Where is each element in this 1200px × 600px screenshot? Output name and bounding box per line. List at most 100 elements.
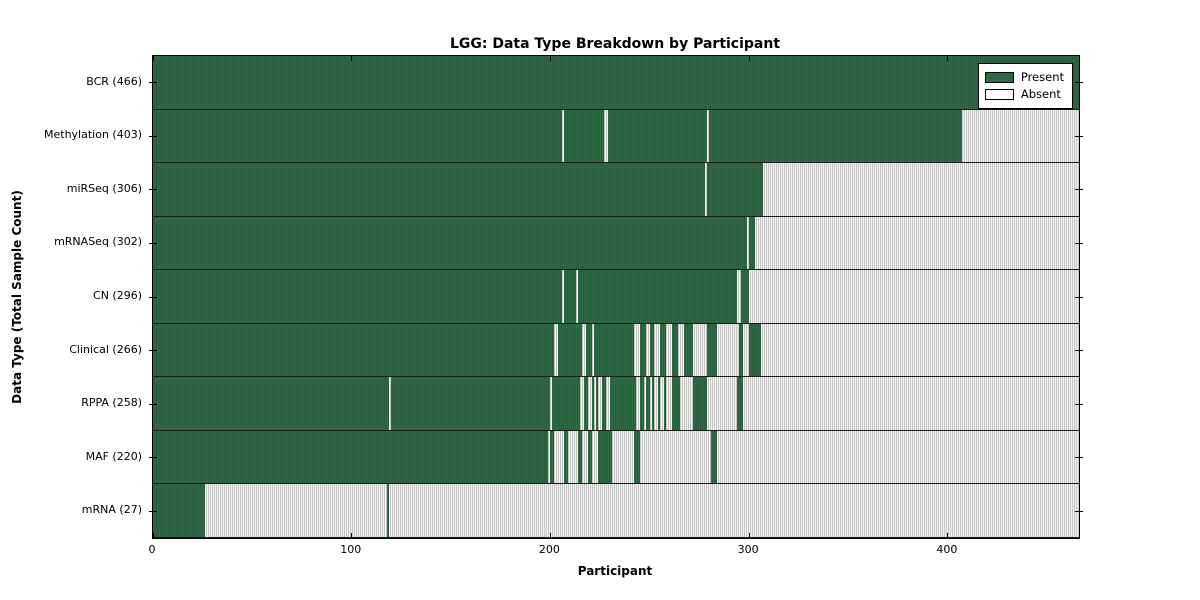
present-segment [153, 109, 563, 163]
row-mRNA [153, 484, 1079, 538]
present-segment [645, 377, 650, 430]
present-segment [711, 430, 718, 484]
present-segment [639, 323, 646, 377]
present-segment [564, 270, 577, 323]
row-CN [153, 270, 1079, 324]
present-segment [584, 377, 589, 430]
y-tick-label-miRSeq: miRSeq (306) [66, 181, 142, 195]
y-tick-mark [1075, 135, 1083, 137]
present-segment [564, 109, 605, 163]
present-segment [659, 323, 666, 377]
present-segment [649, 323, 654, 377]
present-segment [153, 56, 1079, 109]
y-tick-mark [1075, 403, 1083, 405]
y-tick-mark [1075, 82, 1083, 84]
present-segment [578, 430, 583, 484]
y-tick-mark [1075, 510, 1083, 512]
y-tick-mark [149, 242, 157, 244]
chart-title: LGG: Data Type Breakdown by Participant [449, 36, 781, 52]
y-tick-label-MAF: MAF (220) [85, 449, 142, 463]
present-segment [671, 323, 678, 377]
x-tick-mark [351, 56, 353, 61]
present-segment [610, 377, 636, 430]
present-segment [737, 377, 744, 430]
y-tick-label-mRNA: mRNA (27) [81, 503, 142, 517]
y-tick-label-CN: CN (296) [93, 289, 142, 302]
x-tick-mark [549, 56, 551, 61]
present-segment [153, 430, 549, 484]
x-axis-label: Participant [577, 564, 653, 578]
row-Methylation [153, 109, 1079, 164]
present-segment [663, 377, 666, 430]
x-tick-label: 300 [737, 543, 759, 556]
present-segment [153, 163, 706, 216]
present-segment [153, 484, 205, 537]
y-tick-mark [149, 457, 157, 459]
legend-swatch-present-icon [984, 72, 1014, 83]
x-tick-label: 100 [340, 543, 362, 556]
y-tick-mark [1075, 296, 1083, 298]
present-segment [749, 323, 762, 377]
row-Clinical [153, 323, 1079, 378]
y-tick-mark [149, 135, 157, 137]
y-tick-mark [1075, 189, 1083, 191]
present-segment [749, 216, 756, 270]
y-tick-mark [149, 189, 157, 191]
present-segment [671, 377, 680, 430]
x-tick-mark [748, 533, 750, 538]
row-mRNASeq [153, 216, 1079, 271]
present-segment [598, 430, 613, 484]
row-MAF [153, 430, 1079, 485]
x-tick-mark [549, 533, 551, 538]
present-segment [588, 430, 593, 484]
y-tick-label-BCR: BCR (466) [86, 74, 142, 88]
y-tick-label-Clinical: Clinical (266) [69, 342, 142, 356]
present-segment [558, 323, 583, 377]
y-tick-label-Methylation: Methylation (403) [44, 128, 142, 142]
x-tick-label: 0 [148, 543, 156, 556]
present-segment [608, 109, 708, 163]
present-segment [153, 377, 390, 430]
present-segment [657, 377, 660, 430]
present-segment [707, 163, 764, 216]
legend-entry-absent: Absent [984, 86, 1064, 103]
present-segment [578, 270, 738, 323]
present-segment [391, 377, 551, 430]
row-miRSeq [153, 163, 1079, 217]
x-tick-mark [947, 56, 949, 61]
row-BCR [153, 56, 1079, 110]
x-tick-mark [152, 533, 154, 538]
y-tick-mark [149, 296, 157, 298]
row-RPPA [153, 377, 1079, 431]
y-tick-mark [149, 82, 157, 84]
present-segment [594, 323, 634, 377]
present-segment [592, 377, 595, 430]
y-tick-mark [1075, 350, 1083, 352]
legend: Present Absent [977, 63, 1073, 109]
x-tick-mark [152, 56, 154, 61]
x-tick-label: 400 [936, 543, 958, 556]
present-segment [153, 323, 555, 377]
present-segment [707, 323, 718, 377]
present-segment [709, 109, 962, 163]
present-segment [153, 216, 748, 270]
present-segment [741, 270, 750, 323]
y-tick-label-RPPA: RPPA (258) [81, 396, 142, 410]
y-tick-mark [1075, 242, 1083, 244]
present-segment [586, 323, 593, 377]
x-tick-label: 200 [538, 543, 560, 556]
legend-label-present: Present [1020, 70, 1064, 84]
present-segment [739, 323, 744, 377]
legend-entry-present: Present [984, 69, 1064, 86]
present-segment [153, 270, 563, 323]
y-tick-mark [149, 403, 157, 405]
y-tick-mark [1075, 457, 1083, 459]
y-tick-mark [149, 510, 157, 512]
x-tick-mark [748, 56, 750, 61]
present-segment [683, 323, 694, 377]
legend-swatch-absent-icon [984, 89, 1014, 100]
y-tick-label-mRNASeq: mRNASeq (302) [54, 235, 142, 249]
present-segment [550, 430, 555, 484]
present-segment [639, 377, 644, 430]
